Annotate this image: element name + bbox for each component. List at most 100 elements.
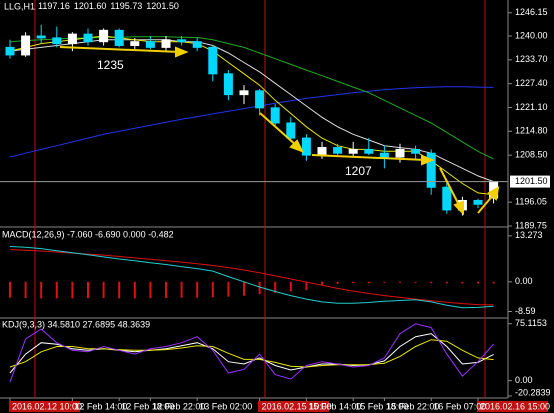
histogram-bar (227, 281, 230, 297)
histogram-bar (149, 281, 152, 299)
histogram-bar (243, 281, 245, 296)
histogram-bar (399, 281, 401, 283)
y-tick-label: 0.00 (515, 375, 533, 385)
histogram-bar (305, 281, 308, 291)
histogram-bar (352, 281, 355, 284)
histogram-bar (461, 281, 464, 284)
candle-body (208, 46, 218, 75)
indicator-line (9, 246, 494, 309)
candle-body (52, 37, 62, 45)
candle-body (21, 35, 31, 56)
annotation: 1235 (97, 58, 124, 72)
x-tick-label: 15 Feb 14:00 (308, 401, 361, 411)
candle-body (348, 148, 358, 154)
indicator-line (9, 86, 494, 158)
arrow (477, 193, 495, 214)
histogram-bar (430, 281, 433, 284)
histogram-bar (492, 281, 495, 284)
histogram-bar (40, 281, 43, 299)
candle-body (317, 147, 327, 156)
candle-body (333, 147, 343, 154)
y-tick-label: 1233.70 (515, 54, 548, 64)
x-tick-label: 16 Feb 07:00 (433, 401, 486, 411)
y-tick-label: 1208.50 (515, 149, 548, 159)
histogram-bar (133, 281, 136, 299)
candle-body (442, 186, 452, 211)
arrow (259, 112, 298, 147)
histogram-bar (274, 281, 277, 293)
x-tick-label: 2016.02.15 10:00 (262, 401, 332, 411)
histogram-bar (289, 281, 292, 292)
y-tick-label: 13.273 (515, 230, 543, 240)
x-tick-label: 13 Feb 02:00 (199, 401, 252, 411)
current-price-box (510, 175, 550, 188)
histogram-bar (180, 281, 183, 298)
label-highlight (477, 401, 548, 412)
candle-body (223, 73, 233, 96)
annotation: 1207 (345, 164, 372, 178)
candle-body (239, 90, 249, 96)
y-tick-label: 1214.80 (515, 126, 548, 136)
candle-body (67, 33, 77, 45)
histogram-bar (24, 281, 27, 299)
x-tick-label: 15 Feb 22:00 (386, 401, 439, 411)
histogram-bar (165, 281, 167, 299)
candle-body (255, 90, 265, 109)
candle-body (99, 29, 109, 43)
candle-body (473, 199, 483, 205)
header-value: 1197.16 (38, 1, 70, 11)
histogram-bar (196, 281, 199, 298)
histogram-bar (55, 281, 58, 299)
candle-body (145, 41, 155, 48)
y-tick-label: 1246.15 (515, 7, 548, 17)
candle-body (192, 41, 202, 48)
y-tick-label: 1196.05 (515, 197, 547, 207)
histogram-bar (414, 281, 417, 283)
histogram-bar (258, 281, 261, 295)
candle-body (426, 152, 436, 188)
histogram-bar (445, 281, 448, 284)
y-tick-label: 1221.10 (515, 102, 548, 112)
candle-body (177, 39, 187, 43)
histogram-bar (102, 281, 105, 299)
y-tick-label: 1240.00 (515, 30, 548, 40)
histogram-bar (477, 281, 479, 284)
indicator-line (9, 339, 494, 368)
arrow-head (289, 139, 305, 153)
candle-body (301, 137, 311, 156)
arrow-head (175, 46, 189, 58)
indicator-line (9, 333, 494, 374)
histogram-bar (211, 281, 214, 298)
arrow-head (487, 186, 500, 201)
candle-body (83, 33, 93, 43)
arrow-head (453, 200, 464, 216)
header-value: 1195.73 (110, 1, 142, 11)
candle-body (379, 152, 389, 158)
arrow-head (421, 154, 435, 166)
x-tick-label: 2016.02.16 15:00 (480, 401, 550, 411)
candle-body (286, 122, 296, 139)
indicator-line (9, 323, 494, 383)
histogram-bar (87, 281, 89, 299)
histogram-bar (367, 281, 370, 284)
y-tick-label: 1227.40 (515, 78, 548, 88)
header-value: 1201.50 (146, 1, 179, 11)
histogram-bar (71, 281, 74, 299)
candle-body (114, 29, 124, 46)
histogram-bar (9, 281, 11, 298)
x-tick-label: 2016.02.12 10:00 (12, 401, 82, 411)
histogram-bar (118, 281, 121, 299)
candle-body (411, 148, 421, 154)
current-price-label: 1201.50 (515, 176, 548, 186)
x-tick-label: 15 Feb 18:00 (355, 401, 408, 411)
arrow (439, 167, 461, 208)
indicator-line (9, 36, 494, 160)
x-tick-label: 12 Feb 14:00 (74, 401, 127, 411)
y-tick-label: 75.1153 (515, 318, 547, 328)
histogram-bar (321, 281, 323, 286)
header-value: 1201.60 (74, 1, 107, 11)
